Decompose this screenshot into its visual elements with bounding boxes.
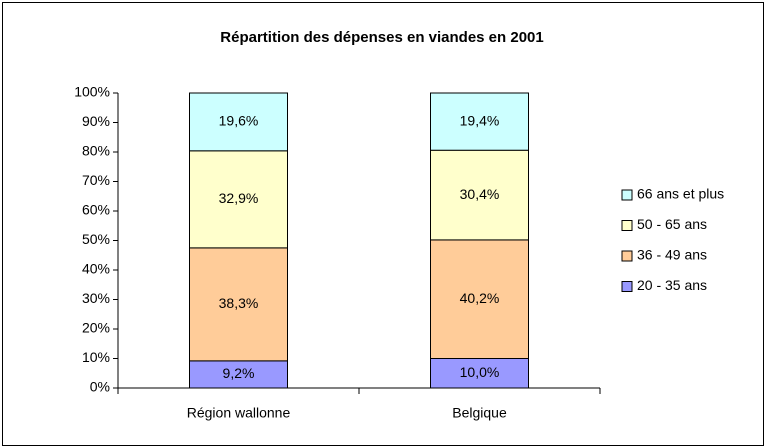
y-tick-label: 70% (82, 172, 110, 188)
value-label: 10,0% (460, 364, 500, 380)
y-tick-label: 10% (82, 349, 110, 365)
legend-swatch (621, 189, 633, 201)
value-label: 19,6% (219, 113, 259, 129)
legend-label: 20 - 35 ans (637, 277, 707, 293)
y-tick-label: 80% (82, 143, 110, 159)
y-tick-label: 20% (82, 320, 110, 336)
y-tick-label: 40% (82, 261, 110, 277)
legend-label: 66 ans et plus (637, 186, 724, 202)
y-tick-label: 60% (82, 202, 110, 218)
y-tick-label: 100% (74, 84, 110, 100)
value-label: 40,2% (460, 290, 500, 306)
bar-segment (189, 247, 288, 362)
y-tick-label: 50% (82, 231, 110, 247)
legend-label: 50 - 65 ans (637, 216, 707, 232)
value-label: 9,2% (223, 365, 255, 381)
bar-segment (430, 92, 529, 151)
x-tick-label: Région wallonne (187, 405, 291, 421)
value-label: 19,4% (460, 112, 500, 128)
value-label: 38,3% (219, 295, 259, 311)
legend-label: 36 - 49 ans (637, 247, 707, 263)
y-tick-label: 0% (90, 379, 110, 395)
bar-segment (189, 92, 288, 152)
bar-segment (430, 149, 529, 241)
bar-segment (189, 360, 288, 389)
value-label: 30,4% (460, 186, 500, 202)
value-label: 32,9% (219, 190, 259, 206)
bar-segment (430, 239, 529, 359)
legend-swatch (621, 281, 633, 292)
x-tick-label: Belgique (452, 405, 507, 421)
bar-segment (430, 358, 529, 389)
legend-swatch (621, 250, 633, 262)
chart-title: Répartition des dépenses en viandes en 2… (220, 29, 543, 46)
y-tick-label: 30% (82, 290, 110, 306)
y-tick-label: 90% (82, 113, 110, 129)
legend-swatch (621, 220, 633, 231)
bar-segment (189, 150, 288, 249)
